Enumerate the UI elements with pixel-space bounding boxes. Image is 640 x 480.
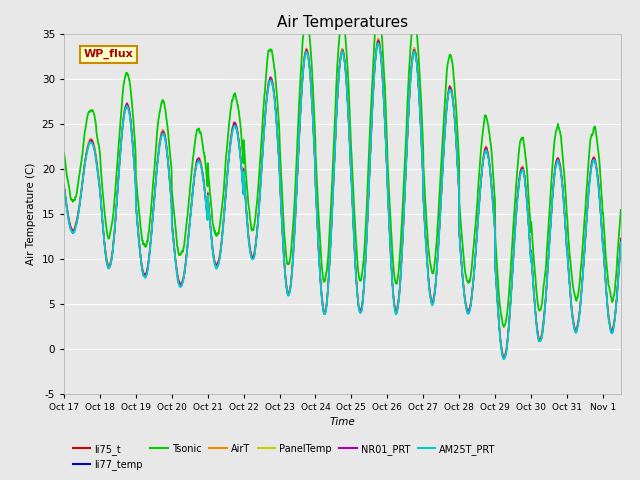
Title: Air Temperatures: Air Temperatures: [277, 15, 408, 30]
Tsonic: [532, 280, 540, 286]
NR01_PRT: [409, 50, 417, 56]
li75_t: [426, 290, 434, 296]
PanelTemp: [500, 354, 508, 360]
AirT: [426, 287, 434, 293]
NR01_PRT: [598, 226, 605, 232]
li77_temp: [426, 290, 434, 296]
Line: Tsonic: Tsonic: [64, 8, 621, 327]
AirT: [617, 235, 625, 241]
li75_t: [532, 313, 540, 319]
li77_temp: [60, 183, 68, 189]
AirT: [346, 134, 353, 140]
NR01_PRT: [532, 312, 540, 318]
PanelTemp: [426, 288, 434, 294]
li75_t: [409, 52, 417, 58]
PanelTemp: [374, 36, 382, 42]
NR01_PRT: [60, 182, 68, 188]
Y-axis label: Air Temperature (C): Air Temperature (C): [26, 162, 36, 265]
li77_temp: [532, 313, 540, 319]
AirT: [60, 181, 68, 187]
li75_t: [598, 227, 605, 233]
AM25T_PRT: [500, 356, 508, 362]
PanelTemp: [617, 236, 625, 242]
PanelTemp: [532, 312, 540, 317]
NR01_PRT: [426, 288, 434, 294]
AM25T_PRT: [598, 228, 605, 233]
AirT: [598, 224, 605, 230]
NR01_PRT: [617, 236, 625, 241]
Text: WP_flux: WP_flux: [83, 49, 133, 59]
Tsonic: [500, 324, 508, 330]
AirT: [93, 157, 100, 163]
AM25T_PRT: [426, 291, 434, 297]
Tsonic: [60, 150, 68, 156]
Line: PanelTemp: PanelTemp: [64, 39, 621, 357]
Legend: li75_t, li77_temp, Tsonic, AirT, PanelTemp, NR01_PRT, AM25T_PRT: li75_t, li77_temp, Tsonic, AirT, PanelTe…: [69, 440, 500, 474]
Tsonic: [617, 207, 625, 213]
PanelTemp: [60, 182, 68, 188]
li75_t: [60, 183, 68, 189]
AirT: [374, 36, 382, 41]
Line: li77_temp: li77_temp: [64, 42, 621, 358]
li77_temp: [346, 136, 353, 142]
Line: NR01_PRT: NR01_PRT: [64, 40, 621, 357]
li75_t: [346, 137, 353, 143]
li75_t: [93, 160, 100, 166]
li75_t: [617, 238, 625, 244]
AM25T_PRT: [617, 240, 625, 245]
li75_t: [500, 355, 508, 360]
X-axis label: Time: Time: [330, 417, 355, 427]
AM25T_PRT: [60, 185, 68, 191]
Line: AirT: AirT: [64, 38, 621, 356]
AM25T_PRT: [374, 40, 382, 46]
PanelTemp: [93, 158, 100, 164]
NR01_PRT: [500, 354, 508, 360]
li77_temp: [500, 355, 508, 361]
li77_temp: [93, 161, 100, 167]
li77_temp: [598, 227, 605, 233]
Tsonic: [409, 20, 417, 25]
AM25T_PRT: [409, 53, 417, 59]
li77_temp: [617, 238, 625, 243]
Tsonic: [426, 258, 434, 264]
li75_t: [374, 38, 382, 44]
AirT: [409, 49, 417, 55]
Tsonic: [598, 195, 605, 201]
NR01_PRT: [374, 37, 382, 43]
PanelTemp: [346, 135, 353, 141]
AM25T_PRT: [532, 315, 540, 321]
AirT: [500, 353, 508, 359]
li77_temp: [409, 52, 417, 58]
NR01_PRT: [93, 159, 100, 165]
AirT: [532, 311, 540, 317]
Tsonic: [374, 5, 381, 11]
PanelTemp: [598, 225, 605, 231]
Line: AM25T_PRT: AM25T_PRT: [64, 43, 621, 359]
PanelTemp: [409, 50, 417, 56]
li77_temp: [374, 39, 382, 45]
AM25T_PRT: [346, 138, 353, 144]
Line: li75_t: li75_t: [64, 41, 621, 358]
NR01_PRT: [346, 134, 353, 140]
AM25T_PRT: [93, 161, 100, 167]
Tsonic: [93, 131, 100, 136]
Tsonic: [346, 105, 353, 111]
